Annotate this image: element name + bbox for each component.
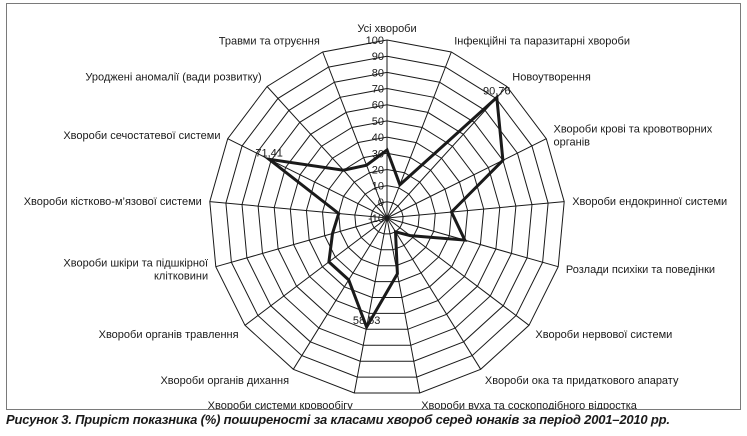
gridline-ring — [225, 55, 549, 378]
radar-chart: -10 0 10 20 30 40 50 60 70 80 90 100 90,76 58,53 71,4… — [24, 23, 727, 409]
gridline-ring — [370, 201, 404, 235]
data-point — [394, 231, 397, 233]
axis-spoke — [209, 201, 388, 219]
data-point — [337, 212, 340, 215]
gridline-ring — [338, 168, 436, 267]
axis-spoke — [386, 138, 547, 219]
axis-spoke — [386, 201, 565, 219]
gridline-ring — [241, 71, 533, 362]
axis-spoke — [386, 217, 482, 370]
category-label: Хвороби органів травлення — [99, 329, 239, 341]
axis-spoke — [244, 217, 388, 326]
category-label: Новоутворення — [512, 72, 591, 84]
data-point — [365, 164, 368, 166]
axis-spoke — [322, 51, 388, 219]
series-line — [263, 94, 505, 331]
tick-label: 20 — [372, 165, 384, 177]
radar-series — [263, 94, 505, 331]
category-label: Усі хвороби — [357, 23, 416, 35]
axis-spoke — [386, 51, 452, 219]
data-point — [386, 149, 388, 151]
radar-spokes — [209, 40, 565, 394]
data-point — [328, 261, 330, 263]
data-point — [496, 96, 498, 99]
axis-spoke — [353, 217, 388, 394]
category-label: Хвороби ендокринної системи — [572, 196, 727, 208]
axis-spoke — [386, 217, 421, 394]
category-label: Хвороби органів дихання — [160, 375, 289, 387]
data-label: 90,76 — [483, 86, 511, 98]
category-label: Інфекційні та паразитарні хвороби — [454, 36, 630, 48]
data-labels: 90,76 58,53 71,41 — [255, 86, 510, 328]
axis-spoke — [386, 217, 559, 268]
data-point — [409, 234, 412, 237]
category-label: Хвороби вуха та соскоподібного відростка — [421, 400, 638, 409]
axis-spoke — [292, 217, 388, 370]
data-point — [502, 159, 504, 162]
chart-frame: -10 0 10 20 30 40 50 60 70 80 90 100 90,76 58,53 71,4… — [6, 3, 741, 410]
tick-label: 0 — [378, 197, 384, 209]
radar-gridlines — [209, 39, 565, 394]
category-labels: Усі хвороби Інфекційні та паразитарні хво… — [24, 23, 727, 409]
category-label: Хвороби нервової системи — [535, 329, 672, 341]
gridline-ring — [289, 120, 485, 314]
axis-spoke — [266, 86, 388, 219]
gridline-ring — [257, 87, 517, 346]
category-label: Хвороби кістково-м’язової системи — [24, 196, 202, 208]
tick-label: 100 — [366, 35, 384, 47]
data-point — [365, 326, 368, 328]
data-point — [450, 211, 453, 213]
tick-label: 10 — [372, 181, 384, 193]
category-label: Хвороби крові та кровотворних — [554, 124, 713, 136]
axis-spoke — [215, 217, 388, 268]
category-label: Хвороби шкіри та підшкірної — [63, 257, 208, 269]
data-point — [396, 272, 399, 275]
gridline-ring — [305, 136, 469, 298]
gridline-ring — [354, 185, 420, 251]
chart-caption: Рисунок 3. Приріст показника (%) поширен… — [6, 412, 670, 427]
gridline-ring — [209, 39, 565, 394]
tick-label: 30 — [372, 148, 384, 160]
category-label: Хвороби системи кровообігу — [208, 400, 354, 409]
tick-label: 70 — [372, 84, 384, 96]
axis-spoke — [227, 138, 388, 219]
category-label: Уроджені аномалії (вади розвитку) — [85, 72, 261, 84]
category-label: Хвороби сечостатевої системи — [63, 130, 220, 142]
data-point — [347, 279, 350, 281]
data-point — [399, 184, 401, 186]
tick-label: 60 — [372, 100, 384, 112]
data-label: 58,53 — [353, 315, 381, 327]
data-point — [464, 239, 466, 241]
data-point — [268, 158, 270, 161]
gridline-ring — [321, 152, 453, 283]
tick-label: 80 — [372, 67, 384, 79]
radial-tick-labels: -10 0 10 20 30 40 50 60 70 80 90 100 — [366, 35, 384, 225]
category-label: Хвороби ока та придаткового апарату — [485, 375, 679, 387]
data-label: 71,41 — [255, 147, 283, 159]
data-point — [331, 232, 334, 235]
category-label: Розлади психіки та поведінки — [566, 264, 715, 276]
category-label: органів — [554, 137, 591, 149]
category-label: Травми та отруєння — [219, 36, 320, 48]
data-point — [342, 169, 345, 171]
category-label: клітковини — [154, 270, 208, 282]
tick-label: 90 — [372, 51, 384, 63]
tick-label: -10 — [368, 213, 384, 225]
tick-label: 50 — [372, 116, 384, 128]
tick-label: 40 — [372, 132, 384, 144]
